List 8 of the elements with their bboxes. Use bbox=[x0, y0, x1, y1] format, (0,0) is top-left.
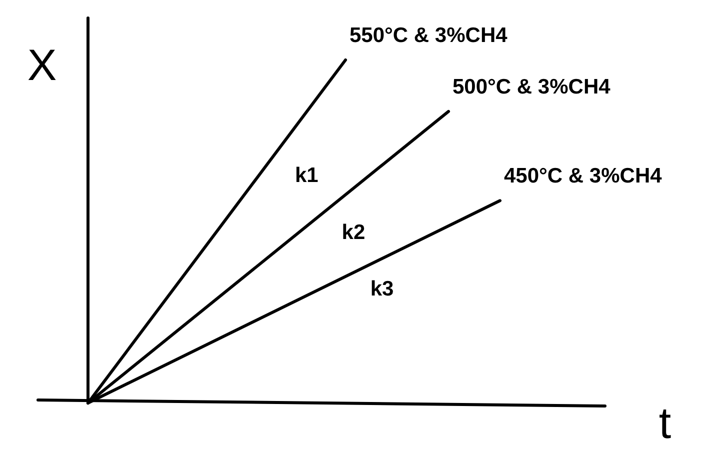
y-axis-title: X bbox=[27, 41, 57, 90]
annotation: k2 bbox=[342, 221, 366, 244]
x-axis-title: t bbox=[658, 399, 672, 448]
series-label: 500°C & 3%CH4 bbox=[452, 75, 611, 98]
series-label: 550°C & 3%CH4 bbox=[350, 24, 508, 47]
annotation: k3 bbox=[370, 277, 394, 300]
annotation: k1 bbox=[295, 164, 319, 187]
series-label: 450°C & 3%CH4 bbox=[504, 164, 662, 188]
